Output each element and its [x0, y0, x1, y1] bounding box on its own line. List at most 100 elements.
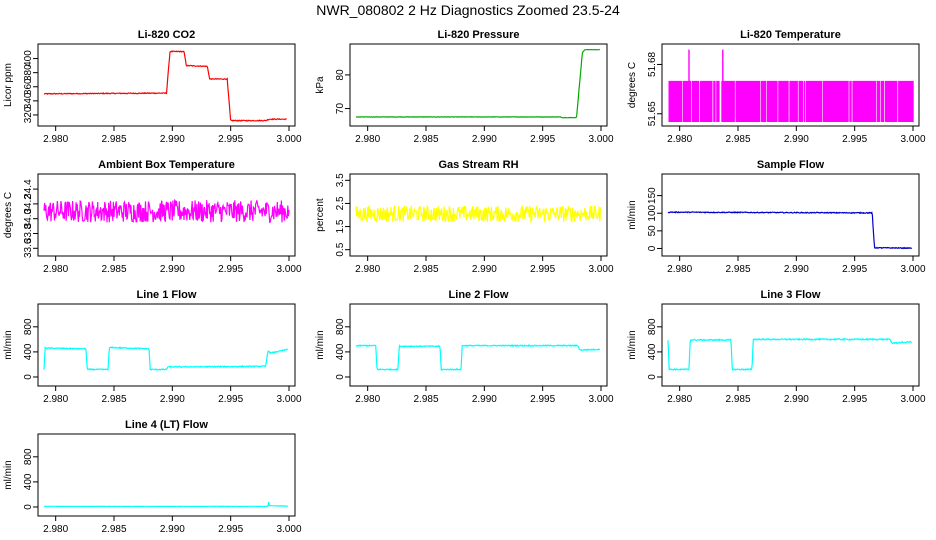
- x-tick-label: 2.985: [725, 264, 750, 275]
- x-tick-label: 2.990: [160, 264, 185, 275]
- y-tick-label: 800: [23, 318, 34, 335]
- y-tick-label: 400: [23, 50, 34, 67]
- y-axis-label: ml/min: [3, 330, 14, 359]
- y-tick-label: 380: [23, 64, 34, 81]
- plot-frame: [349, 303, 608, 387]
- x-tick-label: 2.990: [472, 394, 497, 405]
- y-tick-label: 320: [23, 106, 34, 123]
- series-line-1: [43, 345, 288, 372]
- x-tick-label: 3.000: [900, 394, 925, 405]
- panel-title: Li-820 Temperature: [740, 29, 841, 41]
- x-tick-label: 2.980: [667, 134, 692, 145]
- x-tick-label: 2.980: [43, 524, 68, 535]
- y-tick-label: 400: [23, 343, 34, 360]
- figure-title: NWR_080802 2 Hz Diagnostics Zoomed 23.5-…: [316, 2, 620, 18]
- plot-frame: [37, 43, 296, 127]
- plot-frame: [661, 173, 920, 257]
- plot-frame: [661, 43, 920, 127]
- y-axis-label: percent: [315, 198, 326, 232]
- x-tick-label: 3.000: [276, 394, 301, 405]
- panel-title: Li-820 CO2: [138, 29, 195, 41]
- panel-1: Li-820 CO2 2.980 2.985 2.990 2.995 3.000 32034…: [3, 29, 302, 145]
- y-tick-label: 150: [647, 187, 658, 204]
- panel-title: Line 3 Flow: [761, 289, 821, 301]
- x-tick-label: 2.980: [43, 264, 68, 275]
- series-line-1: [668, 49, 914, 122]
- panel-3: Li-820 Temperature 2.980 2.985 2.990 2.995 3.…: [627, 29, 926, 145]
- y-axis-label: ml/min: [627, 200, 638, 229]
- panel-2: Li-820 Pressure 2.980 2.985 2.990 2.995 3.000…: [315, 29, 614, 145]
- y-axis-label: ml/min: [3, 460, 14, 489]
- y-tick-label: 400: [23, 473, 34, 490]
- panel-title: Ambient Box Temperature: [98, 159, 235, 171]
- y-tick-label: 34.4: [23, 179, 34, 199]
- series-line-1: [43, 501, 288, 508]
- x-tick-label: 2.990: [784, 134, 809, 145]
- plot-frame: [349, 43, 608, 127]
- y-tick-label: 0: [647, 374, 658, 380]
- y-tick-label: 51.65: [647, 101, 658, 126]
- y-tick-label: 340: [23, 92, 34, 109]
- y-tick-label: 0.5: [335, 242, 346, 256]
- x-tick-label: 2.985: [101, 524, 126, 535]
- y-tick-label: 1.5: [335, 219, 346, 233]
- x-tick-label: 2.990: [472, 264, 497, 275]
- y-tick-label: 400: [335, 343, 346, 360]
- plot-frame: [37, 303, 296, 387]
- series-line-1: [43, 198, 290, 224]
- x-tick-label: 2.980: [43, 134, 68, 145]
- x-tick-label: 2.995: [842, 264, 867, 275]
- panel-7: Line 1 Flow 2.980 2.985 2.990 2.995 3.000 0 400…: [3, 289, 302, 405]
- y-tick-label: 800: [335, 318, 346, 335]
- y-tick-label: 0: [335, 374, 346, 380]
- y-tick-label: 2.5: [335, 196, 346, 210]
- x-tick-label: 2.985: [413, 264, 438, 275]
- panel-title: Line 4 (LT) Flow: [125, 419, 208, 431]
- y-axis-label: kPa: [315, 76, 326, 94]
- x-tick-label: 2.995: [842, 394, 867, 405]
- x-tick-label: 2.980: [667, 264, 692, 275]
- x-tick-label: 2.995: [530, 394, 555, 405]
- x-tick-label: 2.995: [218, 394, 243, 405]
- y-tick-label: 34.0: [23, 209, 34, 229]
- x-tick-label: 2.980: [355, 264, 380, 275]
- plot-frame: [37, 173, 296, 257]
- x-tick-label: 2.995: [218, 134, 243, 145]
- y-tick-label: 400: [647, 343, 658, 360]
- y-tick-label: 0: [23, 504, 34, 510]
- x-tick-label: 2.985: [413, 394, 438, 405]
- y-tick-label: 0: [647, 245, 658, 251]
- x-tick-label: 3.000: [588, 264, 613, 275]
- y-axis-label: degrees C: [3, 192, 14, 238]
- x-tick-label: 2.980: [355, 394, 380, 405]
- y-tick-label: 80: [335, 69, 346, 81]
- panel-9: Line 3 Flow 2.980 2.985 2.990 2.995 3.000 0 400…: [627, 289, 926, 405]
- panel-6: Sample Flow 2.980 2.985 2.990 2.995 3.000 0 50 1…: [627, 159, 926, 275]
- x-tick-label: 3.000: [276, 264, 301, 275]
- x-tick-label: 2.990: [784, 264, 809, 275]
- series-line-1: [355, 344, 601, 372]
- panel-4: Ambient Box Temperature 2.980 2.985 2.990 2.…: [3, 159, 302, 275]
- y-tick-label: 100: [647, 204, 658, 221]
- panel-title: Line 2 Flow: [449, 289, 509, 301]
- panel-title: Sample Flow: [757, 159, 825, 171]
- x-tick-label: 2.980: [667, 394, 692, 405]
- x-tick-label: 2.985: [725, 394, 750, 405]
- x-tick-label: 2.990: [160, 524, 185, 535]
- y-tick-label: 33.6: [23, 238, 34, 258]
- y-tick-label: 800: [23, 448, 34, 465]
- series-line-1: [355, 204, 602, 225]
- x-tick-label: 2.985: [413, 134, 438, 145]
- x-tick-label: 2.985: [101, 134, 126, 145]
- x-tick-label: 2.990: [160, 394, 185, 405]
- series-line-1: [43, 50, 287, 122]
- plot-frame: [661, 303, 920, 387]
- x-tick-label: 2.980: [43, 394, 68, 405]
- x-tick-label: 2.995: [218, 264, 243, 275]
- x-tick-label: 2.985: [101, 264, 126, 275]
- panel-10: Line 4 (LT) Flow 2.980 2.985 2.990 2.995 3.00…: [3, 419, 302, 535]
- x-tick-label: 2.990: [784, 394, 809, 405]
- y-axis-label: ml/min: [627, 330, 638, 359]
- x-tick-label: 2.985: [725, 134, 750, 145]
